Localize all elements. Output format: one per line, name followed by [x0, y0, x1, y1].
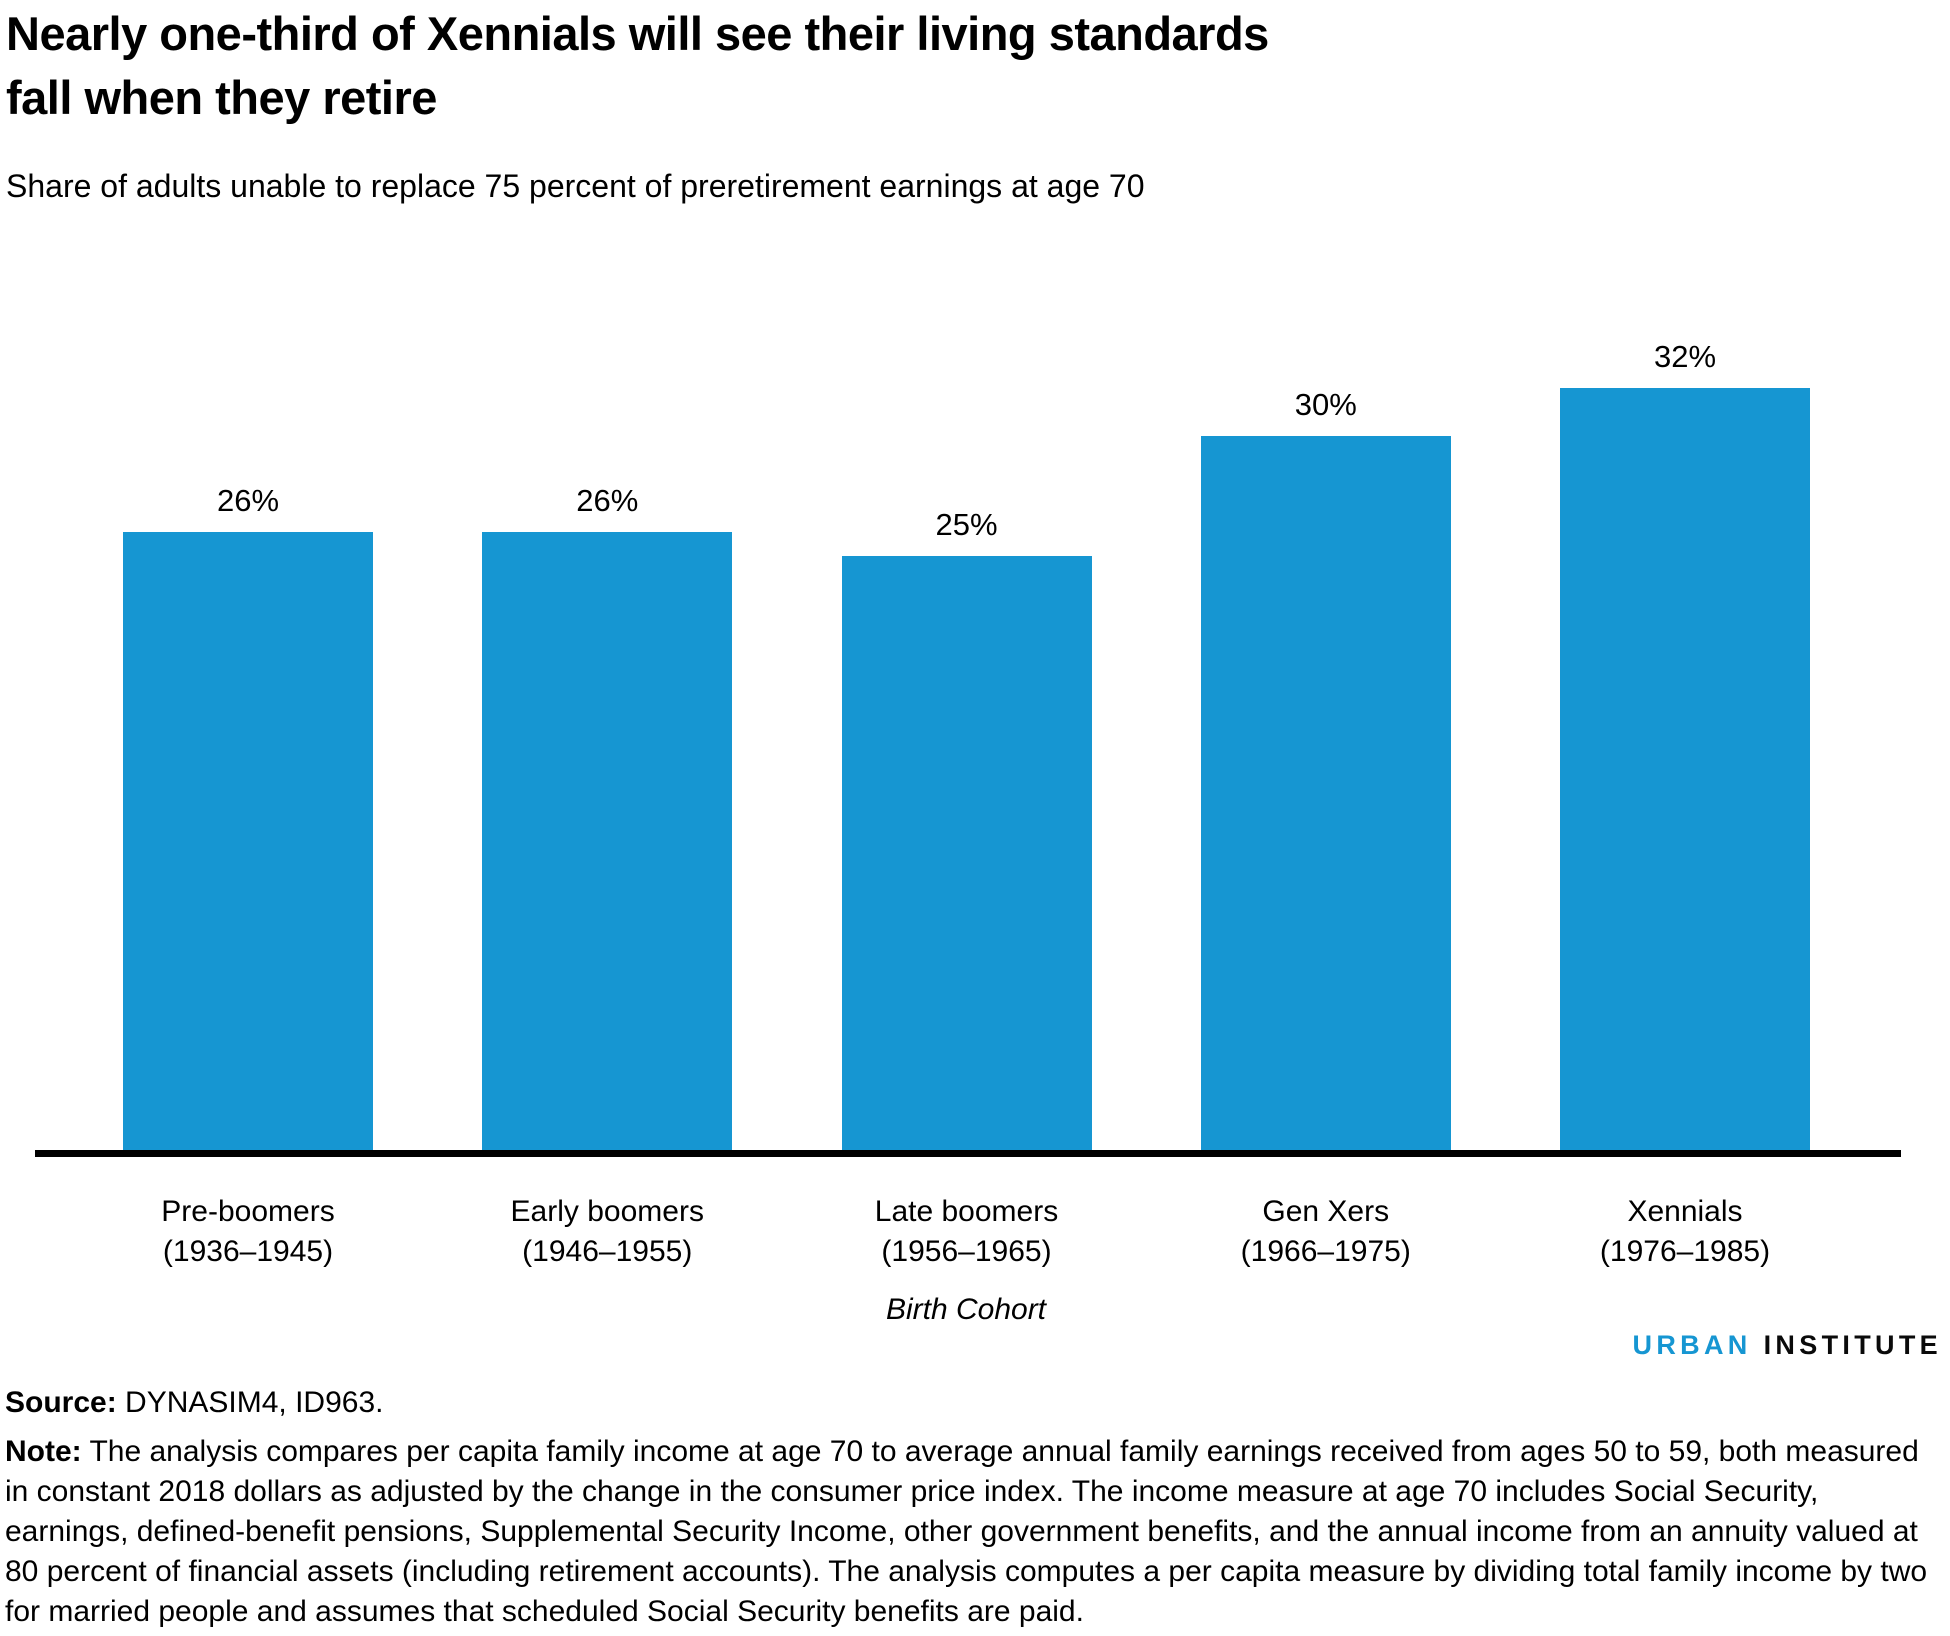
bar-value-label: 32%	[1653, 339, 1717, 374]
chart-subtitle: Share of adults unable to replace 75 per…	[6, 168, 1145, 204]
note-block: Note: The analysis compares per capita f…	[5, 1432, 1943, 1632]
x-axis-line	[35, 1150, 1901, 1157]
bar	[841, 556, 1092, 1156]
source-line: Source: DYNASIM4, ID963.	[5, 1386, 383, 1420]
bar-value-label: 30%	[1294, 387, 1357, 422]
tick-label-years: (1946–1955)	[522, 1235, 693, 1268]
source-label: Source:	[5, 1386, 117, 1419]
tick-label-name: Gen Xers	[1262, 1195, 1390, 1228]
x-axis-tick-label: Xennials (1976–1985)	[1500, 1192, 1870, 1272]
x-axis-tick-label: Late boomers (1956–1965)	[782, 1192, 1152, 1272]
x-axis-tick-label: Pre-boomers (1936–1945)	[63, 1192, 433, 1272]
x-axis-tick-label: Early boomers (1946–1955)	[422, 1192, 792, 1272]
chart-title-line1: Nearly one-third of Xennials will see th…	[6, 7, 1269, 60]
note-label: Note:	[5, 1435, 82, 1468]
chart-title: Nearly one-third of Xennials will see th…	[6, 2, 1269, 130]
logo-institute-text: INSTITUTE	[1763, 1330, 1942, 1360]
logo-urban-text: URBAN	[1632, 1330, 1752, 1360]
tick-label-name: Xennials	[1627, 1195, 1743, 1228]
note-text: The analysis compares per capita family …	[5, 1435, 1928, 1628]
bar-value-label: 26%	[576, 483, 639, 518]
tick-label-name: Early boomers	[510, 1195, 704, 1228]
bar	[1560, 388, 1810, 1156]
chart-title-line2: fall when they retire	[6, 71, 437, 124]
tick-label-name: Pre-boomers	[161, 1195, 335, 1228]
tick-label-name: Late boomers	[874, 1195, 1059, 1228]
tick-label-years: (1976–1985)	[1599, 1235, 1771, 1268]
bar	[482, 532, 733, 1156]
tick-label-years: (1966–1975)	[1240, 1235, 1411, 1268]
bar-value-label: 26%	[216, 483, 280, 518]
urban-institute-logo: URBAN INSTITUTE	[1633, 1330, 1942, 1361]
bar-value-label: 25%	[935, 507, 998, 542]
tick-label-years: (1936–1945)	[162, 1235, 334, 1268]
x-axis-title: Birth Cohort	[885, 1293, 1047, 1326]
source-text: DYNASIM4, ID963.	[125, 1386, 384, 1419]
tick-label-years: (1956–1965)	[881, 1235, 1052, 1268]
bar	[1200, 436, 1451, 1156]
x-axis-tick-label: Gen Xers (1966–1975)	[1141, 1192, 1511, 1272]
bar	[123, 532, 373, 1156]
